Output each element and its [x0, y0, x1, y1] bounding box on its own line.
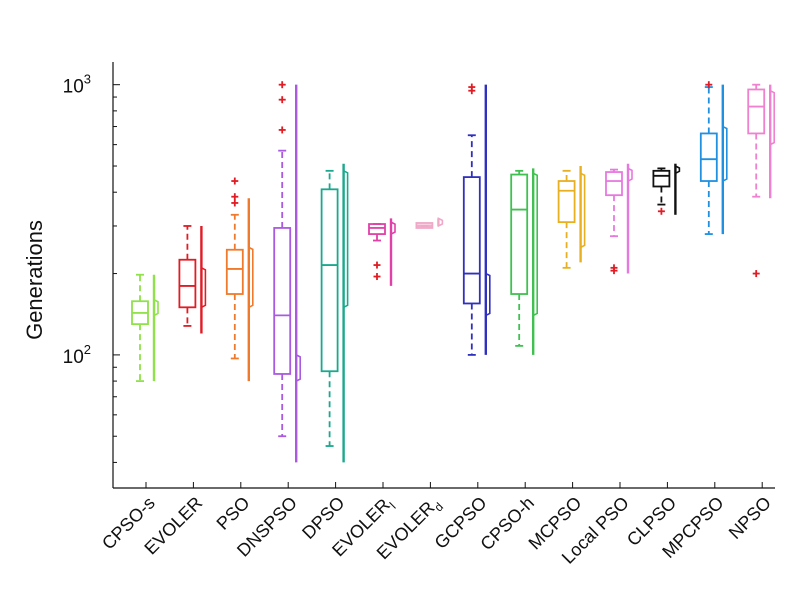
- box-iqr: [178, 258, 197, 309]
- outlier-marker: [373, 273, 381, 281]
- side-distribution-bulge: [153, 298, 159, 317]
- box-10: [605, 163, 633, 275]
- side-distribution-bulge: [722, 125, 728, 183]
- outlier-marker: [278, 96, 286, 104]
- side-distribution-bulge: [437, 217, 444, 228]
- y-tick-exponent: 3: [84, 72, 91, 87]
- box-13: [747, 83, 775, 278]
- outlier-marker: [231, 177, 239, 185]
- box-iqr: [225, 248, 244, 295]
- box-5: [368, 218, 396, 286]
- side-distribution-bulge: [674, 164, 681, 175]
- side-distribution-bulge: [200, 266, 207, 309]
- box-1: [178, 225, 207, 334]
- side-distribution-bulge: [532, 171, 538, 317]
- y-tick-label: 102: [63, 342, 91, 368]
- box-iqr: [320, 188, 339, 373]
- box-0: [131, 273, 159, 382]
- box-iqr: [462, 176, 481, 305]
- y-axis-label: Generations: [22, 220, 47, 340]
- box-iqr: [605, 171, 623, 197]
- box-iqr: [652, 169, 671, 188]
- outlier-marker: [752, 270, 760, 278]
- box-6: [415, 217, 444, 229]
- outlier-marker: [468, 83, 476, 91]
- box-iqr: [368, 223, 386, 235]
- outlier-marker: [278, 126, 286, 134]
- box-series: [131, 81, 775, 463]
- y-tick-base: 10: [63, 77, 84, 98]
- side-distribution-bulge: [485, 272, 491, 317]
- box-7: [462, 83, 491, 356]
- side-distribution-bulge: [769, 89, 775, 146]
- box-11: [652, 163, 681, 215]
- side-distribution-bulge: [579, 171, 586, 249]
- box-iqr: [557, 180, 576, 224]
- box-iqr: [510, 173, 529, 295]
- side-distribution-bulge: [342, 169, 349, 309]
- y-tick-exponent: 2: [84, 342, 91, 357]
- y-tick-base: 10: [63, 347, 84, 368]
- y-tick-label: 103: [63, 72, 91, 98]
- outlier-marker: [231, 199, 239, 207]
- box-9: [557, 166, 586, 269]
- category-label-subscript: l: [387, 500, 399, 512]
- outlier-marker: [278, 81, 286, 89]
- box-iqr: [747, 88, 766, 135]
- box-3: [273, 81, 301, 463]
- side-distribution-bulge: [627, 167, 633, 183]
- box-iqr: [699, 132, 718, 182]
- side-distribution-bulge: [248, 246, 254, 309]
- category-label: PSO: [213, 493, 254, 534]
- box-12: [699, 81, 728, 235]
- box-8: [510, 168, 538, 355]
- box-iqr: [273, 227, 292, 375]
- outlier-marker: [657, 207, 665, 215]
- box-2: [225, 177, 254, 382]
- box-4: [320, 163, 349, 463]
- category-label: NPSO: [725, 493, 775, 543]
- outlier-marker: [231, 193, 239, 201]
- outlier-marker: [373, 261, 381, 269]
- side-distribution-bulge: [295, 353, 301, 383]
- outlier-marker: [610, 267, 618, 275]
- category-label-text: NPSO: [725, 493, 775, 543]
- category-label-text: PSO: [213, 493, 254, 534]
- side-distribution-bulge: [390, 220, 396, 236]
- outlier-marker: [705, 81, 713, 89]
